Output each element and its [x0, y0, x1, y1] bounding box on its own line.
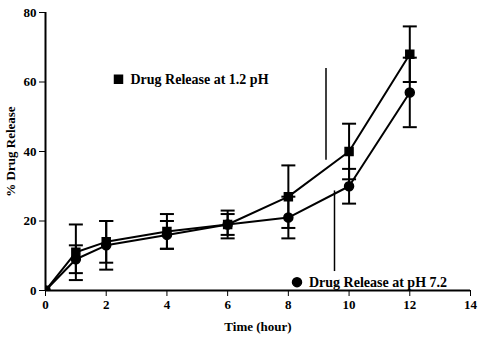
svg-text:20: 20: [24, 213, 37, 228]
svg-text:% Drug Release: % Drug Release: [3, 106, 18, 196]
svg-text:2: 2: [103, 297, 110, 312]
svg-text:40: 40: [24, 144, 37, 159]
svg-text:Time (hour): Time (hour): [224, 319, 291, 334]
svg-text:4: 4: [164, 297, 171, 312]
svg-text:0: 0: [30, 283, 37, 298]
svg-text:10: 10: [343, 297, 356, 312]
svg-text:8: 8: [285, 297, 292, 312]
svg-text:Drug Release at 1.2 pH: Drug Release at 1.2 pH: [131, 72, 269, 87]
svg-text:6: 6: [224, 297, 231, 312]
svg-text:12: 12: [403, 297, 416, 312]
svg-text:Drug Release at pH 7.2: Drug Release at pH 7.2: [309, 275, 447, 290]
svg-text:80: 80: [24, 5, 37, 20]
svg-text:60: 60: [24, 74, 37, 89]
svg-text:0: 0: [42, 297, 49, 312]
svg-text:14: 14: [464, 297, 478, 312]
